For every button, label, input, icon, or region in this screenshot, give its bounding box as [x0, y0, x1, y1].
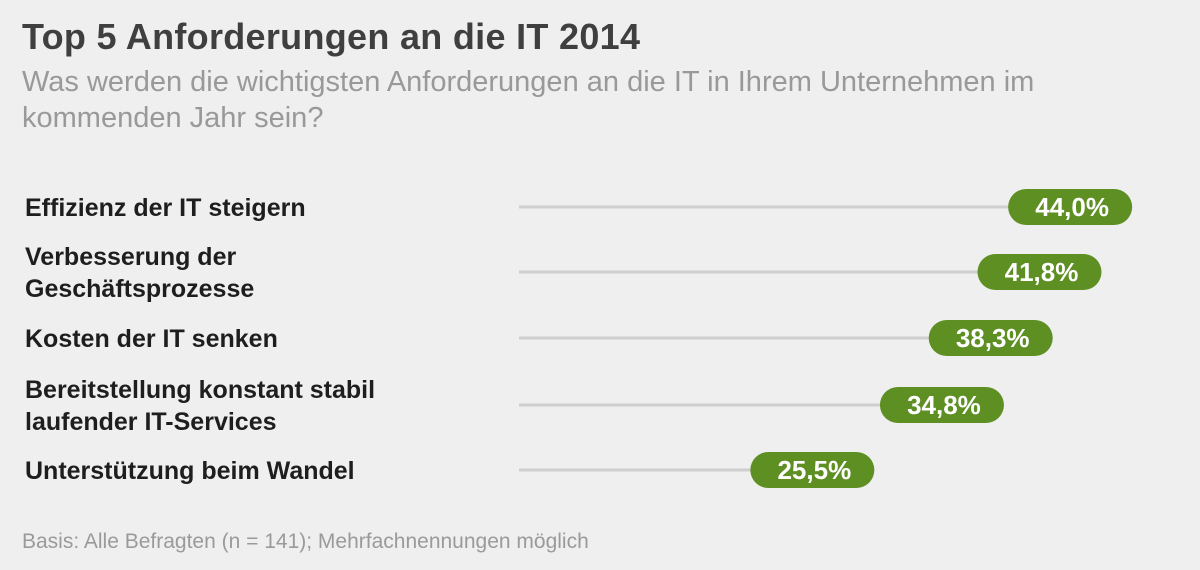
category-label-line: Unterstützung beim Wandel	[25, 457, 355, 485]
chart-title: Top 5 Anforderungen an die IT 2014	[22, 16, 641, 57]
value-pill	[879, 387, 1004, 423]
bar-row: Bereitstellung konstant stabil laufender …	[25, 376, 1004, 436]
value-pill	[750, 452, 875, 488]
bar-row: Verbesserung der Geschäftsprozesse 41,8%	[25, 243, 1102, 303]
bar-chart: Effizienz der IT steigern 44,0% Verbesseru…	[25, 189, 1133, 488]
category-label-line: Bereitstellung konstant stabil	[25, 376, 375, 404]
value-label: 34,8%	[907, 390, 981, 420]
bar-row: Effizienz der IT steigern 44,0%	[25, 189, 1133, 225]
category-label: Kosten der IT senken	[25, 325, 278, 353]
value-label: 44,0%	[1035, 192, 1109, 222]
chart-subtitle: Was werden die wichtigsten Anforderungen…	[22, 66, 1035, 134]
bar-row: Unterstützung beim Wandel 25,5%	[25, 452, 875, 488]
category-label: Unterstützung beim Wandel	[25, 457, 355, 485]
category-label: Bereitstellung konstant stabil laufender …	[25, 376, 375, 436]
value-label: 25,5%	[777, 455, 851, 485]
category-label-line: Effizienz der IT steigern	[25, 194, 306, 222]
category-label-line: Verbesserung der	[25, 243, 236, 271]
chart-footnote: Basis: Alle Befragten (n = 141); Mehrfac…	[22, 530, 589, 553]
value-label: 38,3%	[956, 323, 1030, 353]
category-label: Effizienz der IT steigern	[25, 194, 306, 222]
value-pill	[1008, 189, 1133, 225]
category-label-line: Kosten der IT senken	[25, 325, 278, 353]
bar-row: Kosten der IT senken 38,3%	[25, 320, 1053, 356]
value-pill	[977, 254, 1102, 290]
value-label: 41,8%	[1005, 257, 1079, 287]
value-pill	[928, 320, 1053, 356]
category-label-line: Geschäftsprozesse	[25, 275, 254, 303]
category-label-line: laufender IT-Services	[25, 408, 277, 436]
category-label: Verbesserung der Geschäftsprozesse	[25, 243, 254, 303]
